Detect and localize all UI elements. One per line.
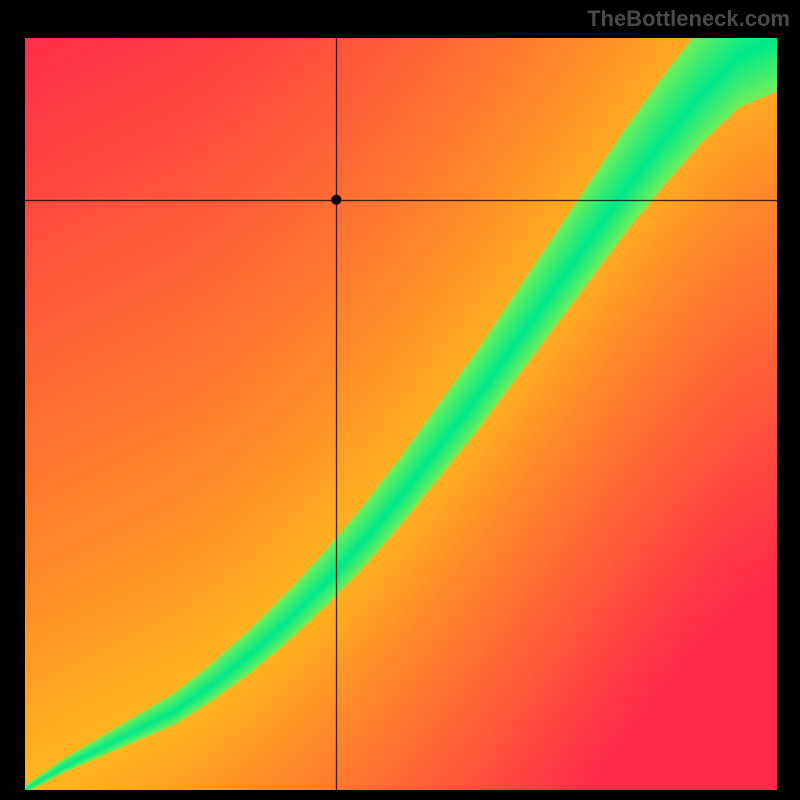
source-watermark: TheBottleneck.com xyxy=(587,6,790,32)
chart-container: TheBottleneck.com xyxy=(0,0,800,800)
bottleneck-heatmap xyxy=(25,38,777,790)
